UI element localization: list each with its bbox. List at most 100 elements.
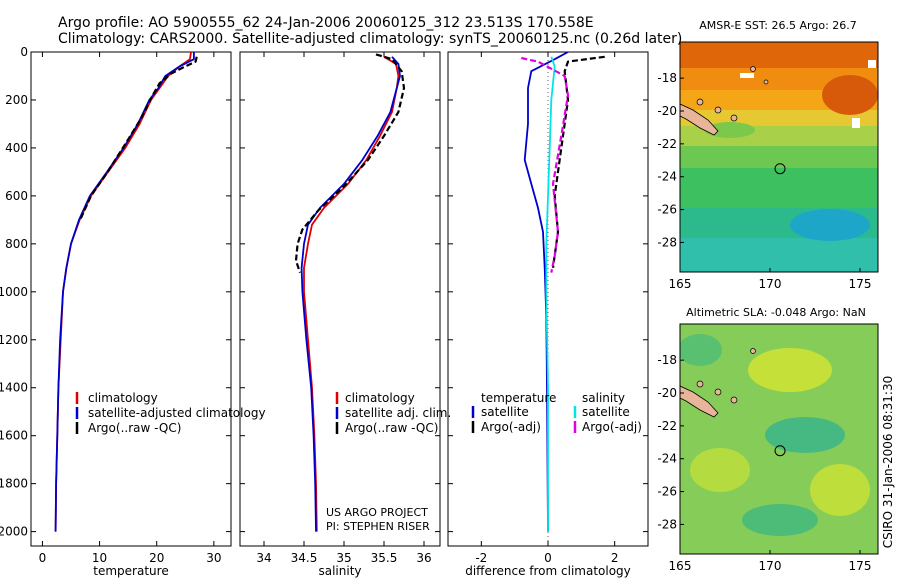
sla-yellow-patch-2 [690,448,750,492]
legend-label-s-argo-adj: Argo(-adj) [582,420,642,434]
sla-island-2 [714,388,722,396]
map-y-tick-label: -28 [657,235,677,249]
series-line-temperature-argo-adj- [551,55,605,268]
sla-map-title: Altimetric SLA: -0.048 Argo: NaN [686,306,866,319]
x-tick-label: 35 [336,551,351,565]
legend-label-climatology: climatology [88,391,158,405]
legend-label-s-satellite: satellite adj. clim. [345,406,451,420]
map-y-tick-label: -24 [657,452,677,466]
sst-cool-patch [790,209,870,241]
csiro-timestamp-label: CSIRO 31-Jan-2006 08:31:30 [881,376,895,548]
x-tick-label: 20 [149,551,164,565]
island-3 [730,114,738,122]
island-1 [696,98,704,106]
sst-band-6 [680,146,878,168]
series-line-salinity-argo-adj- [521,56,570,273]
difference-xlabel: difference from climatology [465,564,631,578]
map-x-tick-label: 165 [669,277,692,291]
salinity-panel: 34 34.5 35 35.5 36 salinity climatology sate… [239,51,451,578]
salinity-xlabel: salinity [318,564,361,578]
salinity-lines [294,53,406,532]
y-tick-label: 400 [5,141,28,155]
sst-map-frame [679,41,879,273]
sla-island-1 [696,380,704,388]
y-tick-label: 1800 [0,477,28,491]
sst-band-4 [680,110,878,126]
x-tick-label: 36 [416,551,431,565]
map-x-tick-label: 175 [849,559,872,573]
series-line-argo-raw-qc- [294,53,406,273]
map-y-tick-label: -20 [657,386,677,400]
salinity-axes-box [239,51,441,547]
difference-panel: -2 0 2 difference from climatology tempera… [447,51,649,578]
x-tick-label: 10 [92,551,107,565]
x-tick-label: 34 [256,551,271,565]
sla-island-4 [750,348,756,354]
sst-map-image [680,42,878,272]
sla-teal-patch-3 [680,334,722,366]
sst-warm-patch [822,75,878,115]
y-tick-label: 0 [20,45,28,59]
legend-heading-salinity: salinity [582,391,625,405]
difference-ticks: -2 0 2 [448,51,648,565]
x-tick-label: 0 [544,551,552,565]
series-line-satellite-adj-clim- [300,56,401,532]
map-y-tick-label: -24 [657,170,677,184]
header-line-2: Climatology: CARS2000. Satellite-adjuste… [58,31,682,47]
new-caledonia-land-sla [680,385,719,418]
y-tick-label: 800 [5,237,28,251]
map-y-tick-label: -18 [657,353,677,367]
legend-label-argo: Argo(..raw -QC) [88,421,181,435]
x-tick-label: 30 [206,551,221,565]
sla-map-panel: Altimetric SLA: -0.048 Argo: NaN 165 170 1… [657,306,879,573]
series-line-climatology [54,52,192,532]
series-line-climatology [303,56,400,532]
argo-float-marker-sla [774,445,786,457]
x-tick-label: 34.5 [291,551,318,565]
argo-float-marker [774,163,786,175]
map-y-tick-label: -22 [657,419,677,433]
temperature-ticks: 0 10 20 30 0 200 400 600 800 1000 1200 1400 1600 1800… [0,45,231,565]
x-tick-label: 0 [39,551,47,565]
legend-label-s-sat: satellite [582,405,630,419]
temperature-xlabel: temperature [93,564,168,578]
temperature-lines [54,52,198,532]
new-caledonia-land [680,103,719,136]
map-y-tick-label: -20 [657,104,677,118]
map-y-tick-label: -26 [657,203,677,217]
sla-teal-patch-1 [765,417,845,453]
legend-label-t-argo: Argo(-adj) [481,420,541,434]
map-x-tick-label: 165 [669,559,692,573]
sla-map-ticks: 165 170 175 -18 -20 -22 -24 -26 -28 [657,353,871,573]
sst-band-9 [680,238,878,272]
legend-label-s-argo: Argo(..raw -QC) [345,421,438,435]
legend-heading-temperature: temperature [481,391,556,405]
sst-map-panel: AMSR-E SST: 26.5 Argo: 26.7 [657,19,879,291]
sla-map-frame [679,323,879,555]
sst-band-1 [680,42,878,68]
map-y-tick-label: -26 [657,485,677,499]
salinity-legend: climatology satellite adj. clim. Argo(..… [335,391,451,435]
temperature-legend: climatology satellite-adjusted climatolo… [75,391,266,435]
legend-label-t-satellite: satellite [481,405,529,419]
sla-island-3 [730,396,738,404]
series-line-satellite-adjusted-climatology [54,52,195,532]
island-5 [763,79,769,85]
y-tick-label: 600 [5,189,28,203]
sst-map-title: AMSR-E SST: 26.5 Argo: 26.7 [699,19,857,32]
map-y-tick-label: -18 [657,71,677,85]
sst-map-ticks: 165 170 175 -18 -20 -22 -24 -26 -28 [657,71,871,291]
sst-missing-pixel [740,73,754,78]
project-annotation-line-1: US ARGO PROJECT [326,506,428,519]
y-tick-label: 1600 [0,429,28,443]
map-x-tick-label: 170 [759,559,782,573]
sla-map-image [680,324,878,554]
sla-yellow-patch-3 [810,464,870,516]
header-line-1: Argo profile: AO 5900555_62 24-Jan-2006 … [58,15,594,31]
sla-teal-patch-2 [742,504,818,536]
island-2 [714,106,722,114]
temperature-axes-box [30,51,232,547]
x-tick-label: -2 [475,551,487,565]
